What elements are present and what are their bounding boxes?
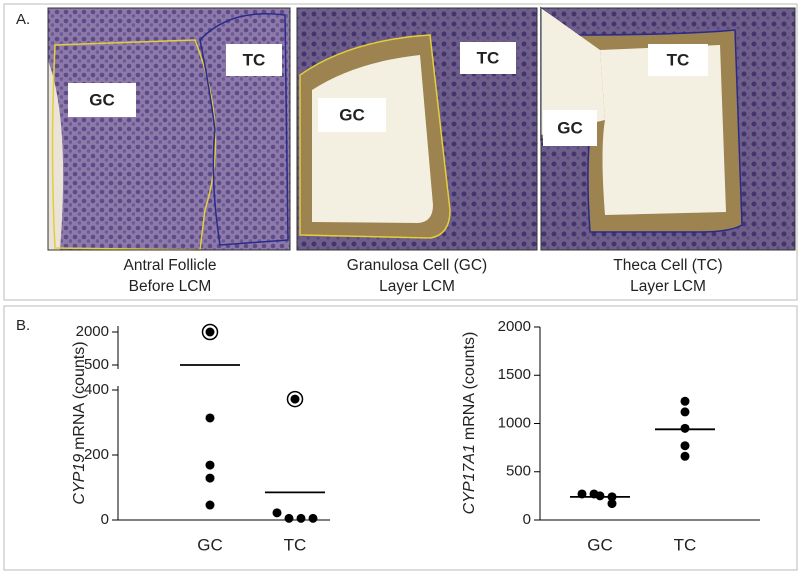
- data-point: [680, 441, 690, 451]
- x-tick-label: GC: [587, 535, 613, 554]
- image-label: TC: [477, 48, 500, 67]
- caption: Layer LCM: [630, 278, 706, 295]
- data-point: [290, 394, 300, 404]
- caption: Theca Cell (TC): [613, 257, 722, 274]
- data-point: [205, 460, 215, 470]
- image-label: GC: [339, 105, 365, 124]
- caption: Layer LCM: [379, 278, 455, 295]
- data-point: [680, 423, 690, 433]
- data-point: [205, 413, 215, 423]
- panel-b-frame: [3, 305, 798, 571]
- y-tick-label: 1500: [498, 366, 531, 383]
- y-label-text: mRNA (counts): [71, 341, 88, 449]
- caption: Granulosa Cell (GC): [347, 257, 487, 274]
- data-point: [272, 508, 282, 518]
- highlight-ring: [201, 323, 219, 341]
- data-point: [595, 491, 605, 501]
- highlight-ring: [286, 390, 304, 408]
- image-label: GC: [557, 118, 583, 137]
- image-label: TC: [243, 50, 266, 69]
- y-axis-label: CYP17A1 mRNA (counts): [461, 332, 478, 515]
- y-tick-label: 400: [84, 381, 109, 398]
- y-tick-label: 200: [84, 446, 109, 463]
- data-point: [680, 451, 690, 461]
- data-point: [205, 473, 215, 483]
- y-tick-label: 2000: [498, 318, 531, 335]
- micrograph: GC TC: [47, 7, 291, 251]
- y-label-gene: CYP17A1: [461, 444, 478, 514]
- panel-label: A.: [16, 11, 30, 28]
- data-point: [308, 513, 318, 523]
- micrograph: TC GC: [296, 7, 538, 251]
- y-tick-label: 0: [101, 511, 109, 528]
- y-label-gene: CYP19: [71, 454, 88, 505]
- y-tick-label: 2000: [76, 323, 109, 340]
- caption: Antral Follicle: [123, 257, 216, 274]
- x-tick-label: GC: [197, 535, 223, 554]
- y-tick-label: 500: [84, 356, 109, 373]
- data-point: [284, 513, 294, 523]
- caption: Before LCM: [129, 278, 212, 295]
- x-tick-label: TC: [284, 535, 307, 554]
- x-tick-label: TC: [674, 535, 697, 554]
- y-tick-label: 1000: [498, 414, 531, 431]
- y-label-text: mRNA (counts): [461, 332, 478, 440]
- data-point: [205, 500, 215, 510]
- y-axis-label: CYP19 mRNA (counts): [71, 341, 88, 504]
- data-point: [296, 513, 306, 523]
- image-label: TC: [667, 50, 690, 69]
- image-label: GC: [89, 90, 115, 109]
- data-point: [680, 396, 690, 406]
- panel-label: B.: [16, 317, 30, 334]
- y-tick-label: 0: [523, 511, 531, 528]
- data-point: [680, 407, 690, 417]
- data-point: [205, 327, 215, 337]
- panel-a-frame: [3, 3, 798, 301]
- y-tick-label: 500: [506, 463, 531, 480]
- micrograph: TC GC: [540, 6, 796, 251]
- data-point: [607, 499, 617, 509]
